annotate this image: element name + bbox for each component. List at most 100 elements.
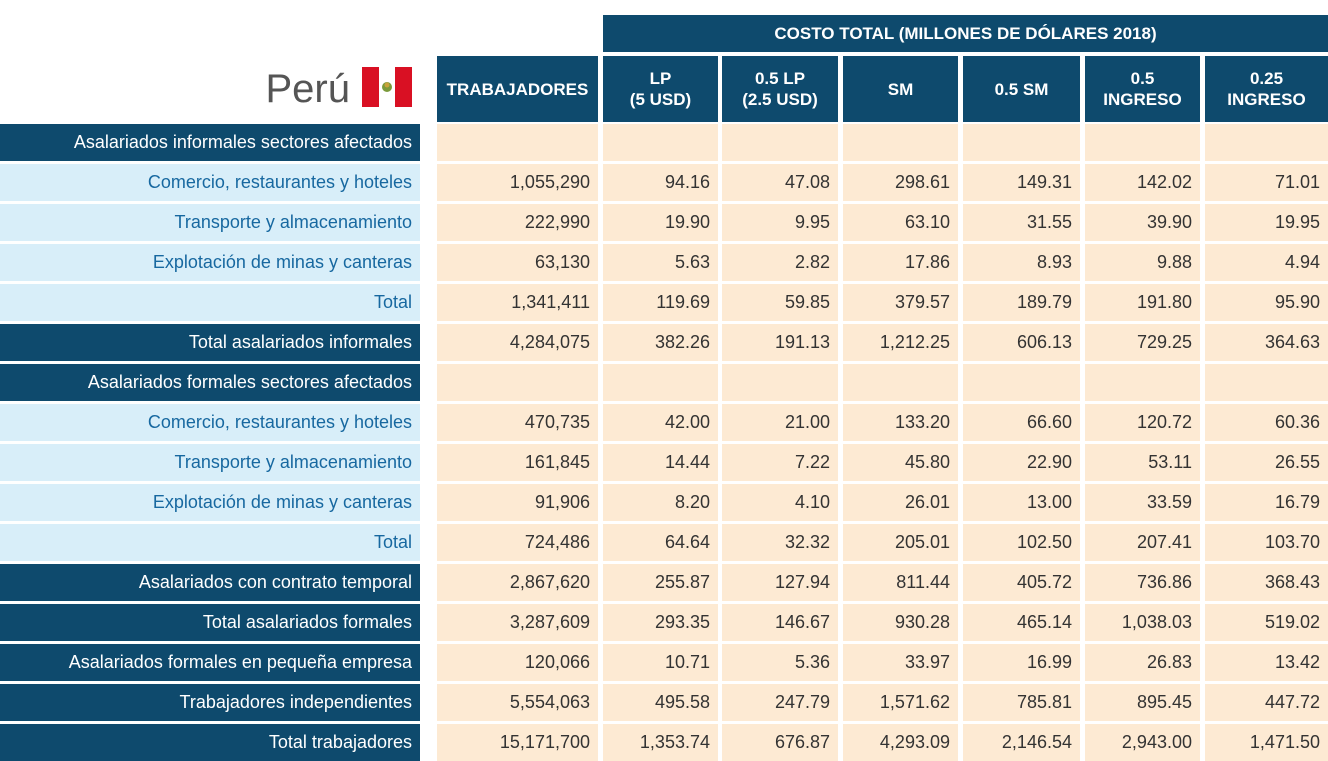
cell-value: 222,990 [437, 204, 598, 241]
cell-value: 94.16 [603, 164, 718, 201]
row-label: Total [0, 524, 420, 561]
row-label: Comercio, restaurantes y hoteles [0, 164, 420, 201]
cell-value: 1,353.74 [603, 724, 718, 761]
cell-value: 736.86 [1085, 564, 1200, 601]
header-line: INGRESO [1103, 90, 1182, 109]
cell-value [1085, 364, 1200, 401]
header-line: SM [887, 79, 914, 99]
cell-value: 895.45 [1085, 684, 1200, 721]
cell-value: 63.10 [843, 204, 958, 241]
cell-value: 8.93 [963, 244, 1080, 281]
cell-value: 364.63 [1205, 324, 1328, 361]
cell-value: 191.80 [1085, 284, 1200, 321]
header-line: LP [649, 69, 672, 88]
cell-value: 53.11 [1085, 444, 1200, 481]
row-label: Asalariados formales en pequeña empresa [0, 644, 420, 681]
cell-value [603, 364, 718, 401]
row-label: Total trabajadores [0, 724, 420, 761]
cell-value: 59.85 [722, 284, 838, 321]
cell-value: 146.67 [722, 604, 838, 641]
cell-value [1085, 124, 1200, 161]
cell-value [963, 124, 1080, 161]
cell-value: 405.72 [963, 564, 1080, 601]
cell-value: 2.82 [722, 244, 838, 281]
cell-value: 22.90 [963, 444, 1080, 481]
cell-value: 14.44 [603, 444, 718, 481]
cell-value [843, 364, 958, 401]
cell-value: 63,130 [437, 244, 598, 281]
cell-value: 676.87 [722, 724, 838, 761]
cell-value: 95.90 [1205, 284, 1328, 321]
cell-value: 8.20 [603, 484, 718, 521]
cell-value [437, 364, 598, 401]
row-label: Asalariados con contrato temporal [0, 564, 420, 601]
cell-value: 1,055,290 [437, 164, 598, 201]
row-label: Total [0, 284, 420, 321]
cell-value: 9.88 [1085, 244, 1200, 281]
cell-value: 5,554,063 [437, 684, 598, 721]
cell-value: 26.83 [1085, 644, 1200, 681]
header-line: (2.5 USD) [742, 90, 818, 109]
cell-value [722, 364, 838, 401]
cell-value: 785.81 [963, 684, 1080, 721]
cell-value: 2,943.00 [1085, 724, 1200, 761]
cell-value: 255.87 [603, 564, 718, 601]
flag [362, 67, 412, 107]
row-label: Asalariados informales sectores afectado… [0, 124, 420, 161]
cell-value [843, 124, 958, 161]
cell-value: 16.99 [963, 644, 1080, 681]
cell-value: 447.72 [1205, 684, 1328, 721]
cell-value: 5.36 [722, 644, 838, 681]
cell-value: 119.69 [603, 284, 718, 321]
column-header: 0.25 INGRESO [1205, 56, 1328, 122]
cell-value: 1,038.03 [1085, 604, 1200, 641]
header-line: TRABAJADORES [446, 79, 589, 99]
cell-value: 33.59 [1085, 484, 1200, 521]
header-line: (5 USD) [629, 90, 692, 109]
cell-value: 45.80 [843, 444, 958, 481]
cell-value: 19.90 [603, 204, 718, 241]
cell-value: 4,293.09 [843, 724, 958, 761]
cell-value: 4.10 [722, 484, 838, 521]
cell-value: 120,066 [437, 644, 598, 681]
cell-value: 127.94 [722, 564, 838, 601]
cell-value [722, 124, 838, 161]
cell-value: 606.13 [963, 324, 1080, 361]
cell-value: 32.32 [722, 524, 838, 561]
column-header: 0.5 SM [963, 56, 1080, 122]
cell-value: 60.36 [1205, 404, 1328, 441]
cell-value: 4,284,075 [437, 324, 598, 361]
cell-value: 724,486 [437, 524, 598, 561]
cell-value: 368.43 [1205, 564, 1328, 601]
cell-value [1205, 124, 1328, 161]
cell-value: 102.50 [963, 524, 1080, 561]
cell-value [963, 364, 1080, 401]
cell-value: 15,171,700 [437, 724, 598, 761]
cell-value: 149.31 [963, 164, 1080, 201]
cell-value: 13.42 [1205, 644, 1328, 681]
cell-value: 19.95 [1205, 204, 1328, 241]
cell-value: 31.55 [963, 204, 1080, 241]
column-header: SM [843, 56, 958, 122]
cell-value: 71.01 [1205, 164, 1328, 201]
cell-value: 39.90 [1085, 204, 1200, 241]
cell-value: 142.02 [1085, 164, 1200, 201]
cell-value: 133.20 [843, 404, 958, 441]
cell-value: 729.25 [1085, 324, 1200, 361]
cell-value: 189.79 [963, 284, 1080, 321]
cell-value: 9.95 [722, 204, 838, 241]
cell-value [437, 124, 598, 161]
column-header: 0.5 LP (2.5 USD) [722, 56, 838, 122]
cell-value: 17.86 [843, 244, 958, 281]
cell-value: 66.60 [963, 404, 1080, 441]
row-label: Asalariados formales sectores afectados [0, 364, 420, 401]
cell-value: 16.79 [1205, 484, 1328, 521]
cell-value: 26.55 [1205, 444, 1328, 481]
title: Perú [265, 67, 351, 111]
cell-value: 13.00 [963, 484, 1080, 521]
cell-value: 1,571.62 [843, 684, 958, 721]
cell-value: 519.02 [1205, 604, 1328, 641]
row-label: Explotación de minas y canteras [0, 244, 420, 281]
cell-value: 10.71 [603, 644, 718, 681]
